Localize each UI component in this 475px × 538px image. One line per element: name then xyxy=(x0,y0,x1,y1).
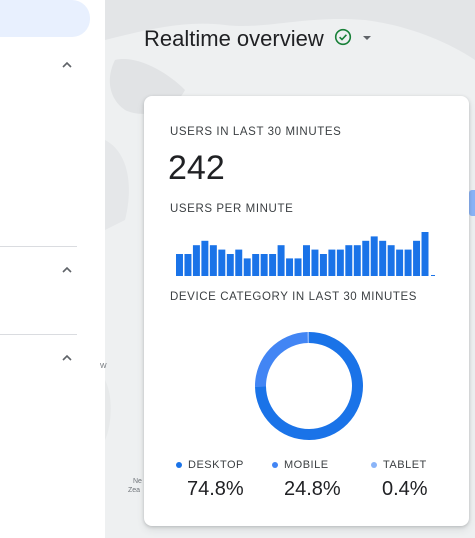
legend-dot xyxy=(371,462,377,468)
bar[interactable] xyxy=(235,249,243,276)
users-label: USERS IN LAST 30 MINUTES xyxy=(170,126,342,138)
users-per-minute-chart xyxy=(176,232,435,276)
map-label: W xyxy=(100,363,107,370)
header: Realtime overview xyxy=(144,22,372,56)
chevron-up-icon[interactable] xyxy=(58,58,76,76)
legend-label: TABLET xyxy=(383,459,427,471)
bar[interactable] xyxy=(294,258,302,276)
bar[interactable] xyxy=(353,245,361,276)
bar[interactable] xyxy=(319,254,327,276)
device-label: DEVICE CATEGORY IN LAST 30 MINUTES xyxy=(170,291,418,303)
bar[interactable] xyxy=(218,249,226,276)
legend-dot xyxy=(176,462,182,468)
left-navigation xyxy=(0,0,105,538)
chevron-up-icon[interactable] xyxy=(58,263,76,281)
bar[interactable] xyxy=(404,249,412,276)
map-label: Ne xyxy=(133,478,142,485)
legend-label: MOBILE xyxy=(284,459,329,471)
dropdown-arrow-icon[interactable] xyxy=(362,30,372,48)
nav-divider xyxy=(0,334,77,335)
check-circle-icon[interactable] xyxy=(334,28,352,51)
chevron-up-icon[interactable] xyxy=(58,351,76,369)
nav-divider xyxy=(0,246,77,247)
bar[interactable] xyxy=(396,249,404,276)
bar[interactable] xyxy=(311,249,319,276)
bar[interactable] xyxy=(379,240,387,276)
nav-selected-item[interactable] xyxy=(0,0,90,37)
legend-desktop: DESKTOP xyxy=(176,459,244,471)
bar[interactable] xyxy=(328,249,336,276)
bar[interactable] xyxy=(252,254,260,276)
bar[interactable] xyxy=(370,236,378,276)
bar[interactable] xyxy=(362,240,370,276)
bar[interactable] xyxy=(176,254,183,276)
bar[interactable] xyxy=(277,245,285,276)
users-count: 242 xyxy=(168,149,225,187)
bar[interactable] xyxy=(192,245,200,276)
bar[interactable] xyxy=(260,254,268,276)
bar[interactable] xyxy=(413,240,421,276)
desktop-percent: 74.8% xyxy=(187,478,244,500)
legend-tablet: TABLET xyxy=(371,459,427,471)
bar[interactable] xyxy=(286,258,294,276)
bar-baseline xyxy=(431,275,435,276)
bar[interactable] xyxy=(345,245,353,276)
bar[interactable] xyxy=(201,240,209,276)
device-donut-chart xyxy=(255,332,363,440)
bar[interactable] xyxy=(209,245,217,276)
donut-slice-mobile[interactable] xyxy=(255,332,308,387)
bar[interactable] xyxy=(387,245,395,276)
legend-label: DESKTOP xyxy=(188,459,244,471)
legend-mobile: MOBILE xyxy=(272,459,329,471)
bar[interactable] xyxy=(184,254,192,276)
bar[interactable] xyxy=(303,245,310,276)
legend-dot xyxy=(272,462,278,468)
page-title: Realtime overview xyxy=(144,26,324,51)
bar[interactable] xyxy=(226,254,234,276)
bar[interactable] xyxy=(269,254,277,276)
bar[interactable] xyxy=(243,258,251,276)
donut-slice-tablet[interactable] xyxy=(307,332,309,344)
per-minute-label: USERS PER MINUTE xyxy=(170,203,294,215)
bar[interactable] xyxy=(421,232,429,276)
realtime-card: USERS IN LAST 30 MINUTES 242 USERS PER M… xyxy=(144,96,469,526)
map-marker[interactable] xyxy=(469,190,475,216)
mobile-percent: 24.8% xyxy=(284,478,341,500)
tablet-percent: 0.4% xyxy=(382,478,428,500)
map-label: Zea xyxy=(128,487,141,494)
bar[interactable] xyxy=(336,249,344,276)
